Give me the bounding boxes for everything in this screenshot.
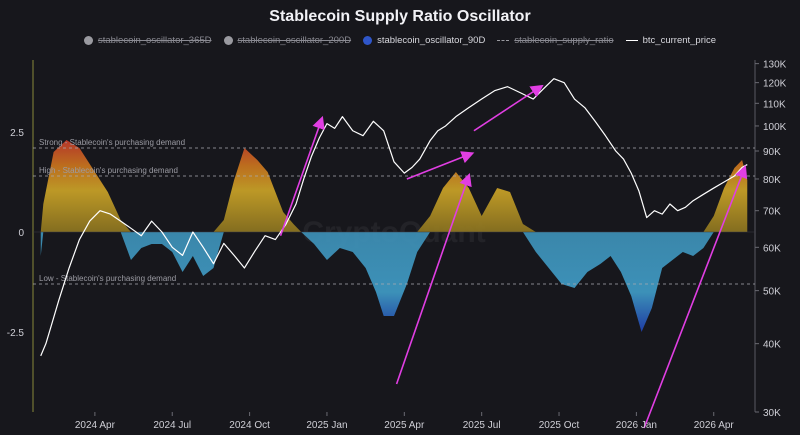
y-right-tick-7: 60K bbox=[763, 243, 781, 254]
y-right-tick-3: 100K bbox=[763, 122, 787, 133]
x-tick-3: 2025 Jan bbox=[306, 420, 347, 431]
legend-item-2[interactable]: stablecoin_oscillator_90D bbox=[363, 35, 485, 46]
trend-arrow-1 bbox=[406, 151, 475, 180]
chart-title: Stablecoin Supply Ratio Oscillator bbox=[269, 8, 531, 25]
y-right-tick-2: 110K bbox=[763, 99, 786, 110]
y-right-tick-4: 90K bbox=[763, 147, 781, 158]
reference-label-2: Low - Stablecoin's purchasing demand bbox=[39, 274, 176, 283]
y-right-tick-5: 80K bbox=[763, 175, 781, 186]
legend-item-3[interactable]: stablecoin_supply_ratio bbox=[497, 35, 614, 46]
x-tick-8: 2026 Apr bbox=[694, 420, 735, 431]
reference-label-0: Strong - Stablecoin's purchasing demand bbox=[39, 138, 185, 147]
oscillator-negative-area bbox=[40, 232, 748, 332]
y-right-tick-6: 70K bbox=[763, 207, 781, 218]
legend-marker-2 bbox=[363, 36, 373, 45]
trend-arrow-0 bbox=[279, 115, 325, 236]
x-tick-6: 2025 Oct bbox=[539, 420, 580, 431]
reference-label-1: High - Stablecoin's purchasing demand bbox=[39, 166, 178, 175]
y-right-tick-8: 50K bbox=[763, 287, 781, 298]
oscillator-positive-area bbox=[40, 140, 748, 232]
legend-marker-3 bbox=[497, 40, 510, 41]
y-left-tick-0: 2.5 bbox=[10, 128, 24, 139]
chart-legend: stablecoin_oscillator_365D stablecoin_osc… bbox=[0, 35, 800, 46]
trend-arrow-2 bbox=[473, 84, 544, 132]
legend-item-1[interactable]: stablecoin_oscillator_200D bbox=[223, 35, 352, 46]
x-tick-2: 2024 Oct bbox=[229, 420, 270, 431]
legend-label-3: stablecoin_supply_ratio bbox=[514, 35, 614, 46]
legend-item-4[interactable]: btc_current_price bbox=[625, 35, 717, 46]
legend-label-2: stablecoin_oscillator_90D bbox=[377, 35, 486, 46]
y-right-tick-0: 130K bbox=[763, 60, 787, 71]
legend-item-0[interactable]: stablecoin_oscillator_365D bbox=[83, 35, 212, 46]
legend-label-1: stablecoin_oscillator_200D bbox=[237, 35, 352, 46]
x-tick-5: 2025 Jul bbox=[463, 420, 501, 431]
legend-label-4: btc_current_price bbox=[642, 35, 717, 46]
x-tick-1: 2024 Jul bbox=[153, 420, 191, 431]
trend-arrow-3 bbox=[395, 172, 472, 385]
legend-marker-1 bbox=[223, 36, 233, 45]
legend-marker-0 bbox=[83, 36, 93, 45]
trend-arrow-4 bbox=[643, 165, 748, 429]
y-right-tick-9: 40K bbox=[763, 340, 781, 351]
btc-price-line bbox=[40, 78, 748, 357]
x-tick-4: 2025 Apr bbox=[384, 420, 425, 431]
y-right-tick-1: 120K bbox=[763, 79, 787, 90]
legend-marker-4 bbox=[625, 40, 638, 41]
y-left-tick-1: 0 bbox=[18, 228, 24, 239]
x-tick-7: 2026 Jan bbox=[616, 420, 657, 431]
y-right-tick-10: 30K bbox=[763, 408, 781, 419]
y-left-tick-2: -2.5 bbox=[7, 328, 25, 339]
x-tick-0: 2024 Apr bbox=[75, 420, 116, 431]
legend-label-0: stablecoin_oscillator_365D bbox=[97, 35, 212, 46]
